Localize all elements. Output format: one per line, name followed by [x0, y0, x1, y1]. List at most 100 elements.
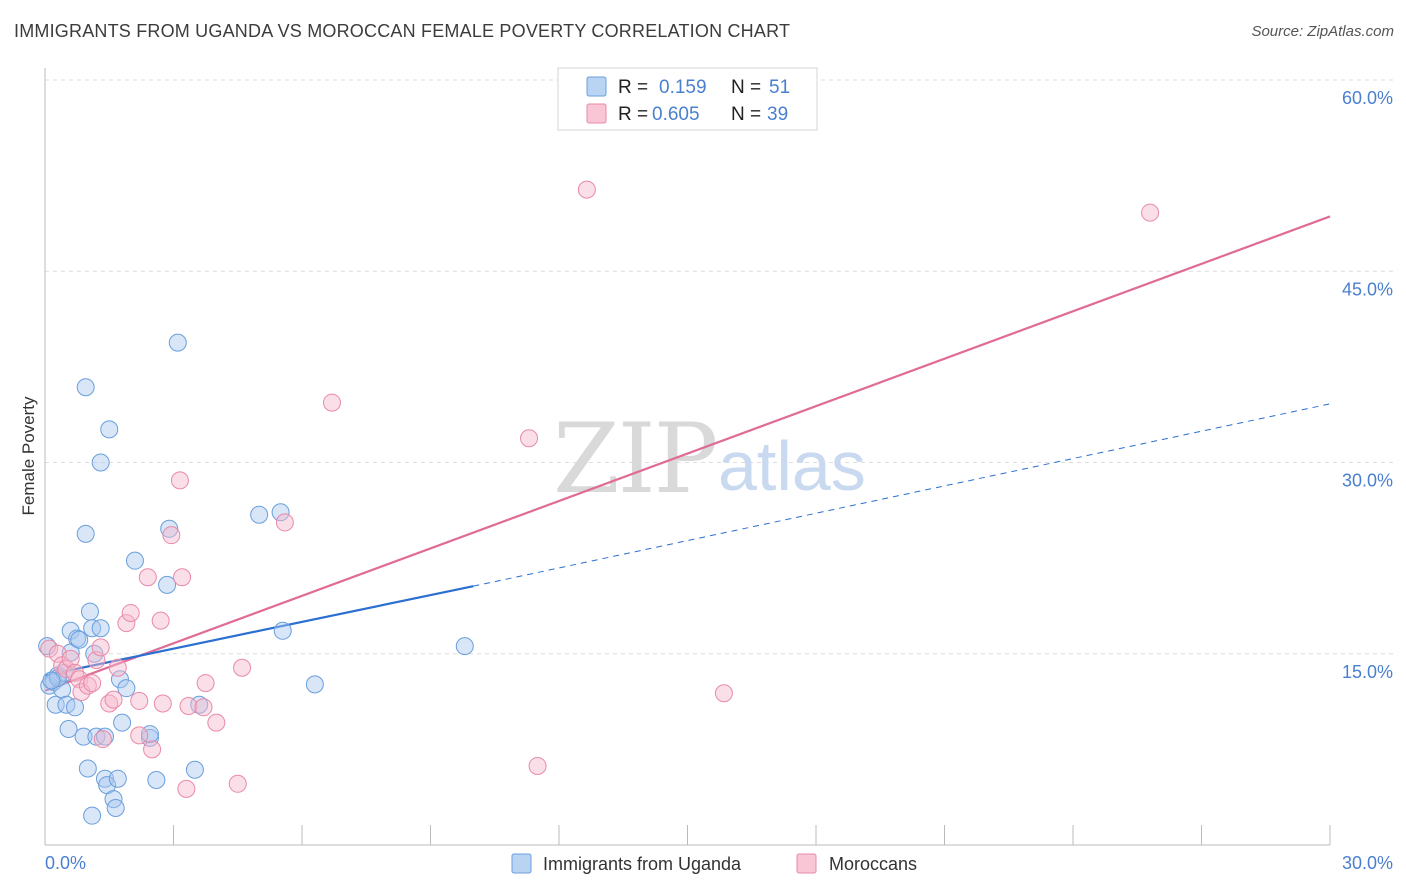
- point-uganda-13: [70, 630, 89, 649]
- point-moroccan-7: [72, 683, 91, 701]
- legend: R = 0.159 N = 51 R = 0.605 N = 39: [557, 67, 818, 131]
- point-moroccan-24: [162, 526, 181, 545]
- point-uganda-17: [78, 759, 97, 778]
- point-moroccan-25: [170, 471, 189, 490]
- point-moroccan-33: [233, 658, 252, 677]
- bottom-legend-swatch-uganda: [511, 853, 532, 874]
- x-tick-label-0: 0.0%: [45, 853, 86, 873]
- point-moroccan-16: [117, 614, 136, 633]
- trend-line-uganda: [44, 585, 474, 677]
- point-moroccan-21: [143, 740, 162, 759]
- y-tick-label-2: 45.0%: [1342, 279, 1393, 299]
- point-moroccan-31: [207, 713, 226, 732]
- tick-labels: 15.0% 30.0% 45.0% 60.0% 0.0% 30.0%: [45, 88, 1393, 873]
- point-uganda-3: [46, 695, 65, 714]
- point-uganda-42: [185, 760, 204, 779]
- point-moroccan-15: [108, 658, 127, 677]
- chart-title: IMMIGRANTS FROM UGANDA VS MOROCCAN FEMAL…: [14, 21, 791, 41]
- axes: [44, 68, 1331, 846]
- legend-n-value-2: 39: [767, 104, 788, 125]
- point-uganda-35: [125, 551, 144, 570]
- point-uganda-45: [271, 503, 290, 522]
- point-moroccan-12: [93, 730, 112, 749]
- point-moroccan-30: [196, 674, 215, 693]
- point-moroccan-39: [714, 684, 733, 703]
- legend-r-value-2: 0.605: [652, 104, 700, 125]
- point-moroccan-29: [194, 698, 213, 717]
- point-moroccan-32: [228, 774, 247, 793]
- point-moroccan-26: [173, 568, 192, 587]
- point-moroccan-18: [130, 691, 149, 710]
- point-moroccan-35: [322, 393, 341, 412]
- legend-n-label-1: N =: [731, 77, 761, 98]
- point-moroccan-22: [151, 611, 170, 630]
- point-uganda-24: [91, 453, 110, 472]
- trend-lines: [44, 215, 1331, 692]
- point-uganda-16: [76, 524, 95, 543]
- point-moroccan-19: [130, 726, 149, 745]
- trend-line-uganda-extension: [473, 403, 1331, 587]
- point-moroccan-38: [577, 180, 596, 199]
- point-moroccan-27: [177, 779, 196, 798]
- bottom-legend-swatch-moroccan: [796, 853, 817, 874]
- point-uganda-33: [113, 713, 132, 732]
- point-moroccan-40: [1141, 203, 1160, 222]
- point-uganda-21: [85, 644, 104, 663]
- point-moroccan-37: [528, 756, 547, 775]
- point-uganda-36: [140, 728, 159, 747]
- point-uganda-31: [108, 769, 127, 788]
- bottom-legend-uganda: Immigrants from Uganda: [543, 854, 742, 874]
- point-uganda-18: [80, 602, 99, 621]
- point-uganda-11: [65, 698, 84, 717]
- x-tick-label-1: 30.0%: [1342, 853, 1393, 873]
- bottom-legend: Immigrants from Uganda Moroccans: [511, 853, 917, 874]
- point-uganda-23: [91, 619, 110, 638]
- point-uganda-38: [147, 770, 166, 789]
- point-uganda-50: [42, 671, 61, 690]
- point-uganda-30: [106, 799, 125, 818]
- watermark-atlas: atlas: [718, 427, 866, 505]
- legend-swatch-moroccan: [586, 103, 607, 124]
- point-uganda-0: [38, 637, 57, 656]
- point-moroccan-20: [138, 568, 157, 587]
- point-uganda-48: [455, 637, 474, 656]
- bottom-legend-moroccan: Moroccans: [829, 854, 917, 874]
- point-moroccan-11: [91, 638, 110, 657]
- point-uganda-41: [168, 333, 187, 352]
- trend-line-moroccans: [44, 215, 1331, 692]
- point-uganda-15: [76, 378, 95, 397]
- legend-n-label-2: N =: [731, 104, 761, 125]
- point-uganda-44: [250, 505, 269, 524]
- point-uganda-32: [110, 670, 129, 689]
- y-tick-label-0: 15.0%: [1342, 662, 1393, 682]
- point-uganda-40: [160, 519, 179, 538]
- y-tick-label-3: 60.0%: [1342, 88, 1393, 108]
- point-moroccan-28: [179, 697, 198, 716]
- point-uganda-14: [74, 727, 93, 746]
- point-uganda-25: [95, 727, 114, 746]
- point-moroccan-14: [104, 690, 123, 709]
- legend-r-label-1: R =: [618, 77, 648, 98]
- watermark: ZIP atlas: [553, 403, 866, 515]
- grid-lines: [45, 79, 1393, 655]
- point-moroccan-3: [57, 660, 76, 679]
- legend-r-value-1: 0.159: [659, 77, 707, 98]
- point-moroccan-17: [121, 603, 140, 622]
- legend-swatch-uganda: [586, 76, 607, 97]
- point-moroccan-23: [153, 694, 172, 713]
- point-uganda-47: [305, 675, 324, 694]
- point-uganda-26: [95, 769, 114, 788]
- legend-n-value-1: 51: [769, 77, 790, 98]
- point-moroccan-0: [40, 639, 59, 658]
- data-points: [38, 180, 1160, 825]
- legend-r-label-2: R =: [618, 104, 648, 125]
- point-uganda-46: [273, 621, 292, 640]
- point-uganda-19: [83, 806, 102, 825]
- point-moroccan-36: [520, 429, 539, 448]
- point-moroccan-34: [275, 513, 294, 532]
- point-uganda-34: [117, 679, 136, 698]
- point-moroccan-9: [83, 674, 102, 693]
- point-uganda-29: [104, 790, 123, 809]
- point-uganda-39: [158, 575, 177, 594]
